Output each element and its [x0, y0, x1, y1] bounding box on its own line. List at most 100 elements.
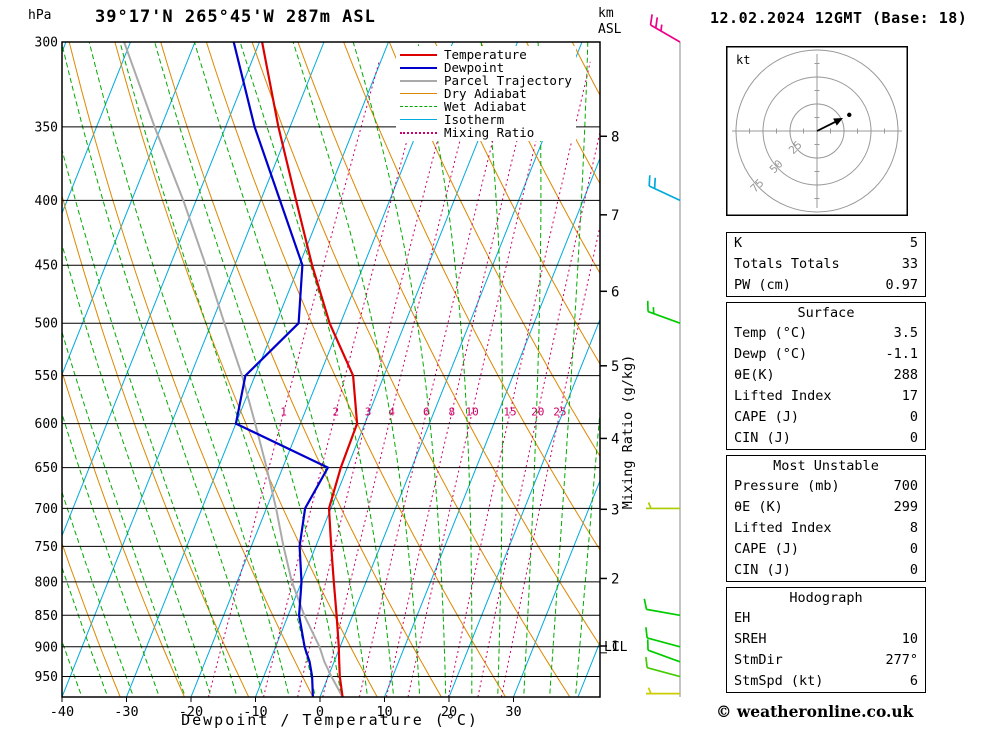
table-row-label: StmDir [734, 652, 783, 668]
temperature-tick-label: 30 [505, 704, 521, 720]
table-row-label: CAPE (J) [734, 541, 800, 557]
table-row-label: EH [734, 610, 751, 626]
plot-frame [61, 41, 601, 698]
hodograph-table: Hodograph EH SREH 10 StmDir 277° StmSpd (kt) 6 [726, 587, 926, 693]
copyright-link[interactable]: © weatheronline.co.uk [716, 702, 914, 721]
mixing-ratio-label: 1 [280, 406, 287, 419]
legend-item: Isotherm [400, 112, 572, 127]
table-row: CAPE (J) 0 [727, 539, 925, 560]
legend-label: Parcel Trajectory [444, 73, 572, 88]
km-tick-label: 2 [611, 571, 619, 587]
table-row-value: 0 [909, 562, 918, 578]
hodograph-unit-label: kt [736, 53, 750, 67]
table-row-value: 5 [909, 235, 918, 251]
legend-item: Parcel Trajectory [400, 73, 572, 88]
table-row-value: 288 [893, 367, 918, 383]
table-row-value: 277° [885, 652, 918, 668]
station-title: 39°17'N 265°45'W 287m ASL [95, 7, 376, 27]
mixing-ratio-axis-label: Mixing Ratio (g/kg) [620, 354, 636, 510]
table-row: Totals Totals 33 [727, 254, 925, 275]
km-tick-label: 4 [611, 431, 619, 447]
table-row-label: Temp (°C) [734, 325, 808, 341]
legend-item: Temperature [400, 47, 572, 62]
legend-swatch-solid [400, 119, 437, 120]
table-row-value: 0.97 [885, 277, 918, 293]
hodograph-point [847, 112, 852, 118]
pressure-tick-label: 400 [35, 194, 58, 209]
mixing-ratio-value-labels: 1 2 3 4 6 8 10 15 20 25 [280, 406, 566, 419]
pressure-tick-label: 500 [35, 317, 58, 332]
table-row-label: CIN (J) [734, 430, 791, 446]
pressure-tick-label: 600 [35, 417, 58, 432]
wind-barb [646, 608, 681, 617]
pressure-tick-label: 700 [35, 502, 58, 517]
pressure-tick-label: 750 [35, 540, 58, 555]
table-row: StmDir 277° [727, 650, 925, 671]
legend-label: Mixing Ratio [444, 125, 535, 140]
wind-barb [646, 637, 681, 648]
table-row: Lifted Index 17 [727, 386, 925, 407]
table-row: CIN (J) 0 [727, 560, 925, 581]
legend-item: Wet Adiabat [400, 99, 572, 114]
wet-adiabat-lines [62, 42, 600, 694]
table-row: CAPE (J) 0 [727, 407, 925, 428]
wind-barb-column [643, 14, 681, 697]
table-row-label: θE(K) [734, 367, 775, 383]
mixing-ratio-label: 25 [553, 406, 566, 419]
temperature-tick-label: 0 [316, 704, 324, 720]
km-tick-label: 1 [611, 639, 619, 655]
table-row-value: 6 [909, 673, 918, 689]
table-row-value: 700 [893, 478, 918, 494]
hodograph-table-header: Hodograph [789, 590, 863, 606]
indices-table: K 5 Totals Totals 33 PW (cm) 0.97 [726, 232, 926, 297]
legend-label: Isotherm [444, 112, 505, 127]
mixing-ratio-label: 10 [465, 406, 478, 419]
table-row: Lifted Index 8 [727, 518, 925, 539]
table-row-label: Dewp (°C) [734, 346, 808, 362]
table-row: CIN (J) 0 [727, 428, 925, 449]
wind-barb [646, 666, 681, 678]
temperature-tick-label: 10 [376, 704, 392, 720]
legend-swatch-solid [400, 93, 437, 94]
km-tick-label: 6 [611, 284, 619, 300]
pressure-tick-label: 950 [35, 670, 58, 685]
legend-item: Mixing Ratio [400, 125, 572, 140]
wind-barb [647, 649, 681, 663]
mixing-ratio-label: 3 [365, 406, 372, 419]
pressure-tick-label: 300 [35, 36, 58, 51]
pressure-axis-labels: 300 350 400 450 500 550 600 650 700 750 800 850 900 9… [35, 36, 58, 686]
pressure-tick-label: 650 [35, 461, 58, 476]
table-row-value: 299 [893, 499, 918, 515]
parcel-curve [123, 42, 344, 697]
temperature-tick-label: -20 [179, 704, 203, 720]
mixing-ratio-label: 20 [531, 406, 544, 419]
table-row-value: 8 [909, 520, 918, 536]
legend-swatch-solid [400, 53, 437, 56]
table-row-value: 33 [901, 256, 918, 272]
mixing-ratio-label: 6 [423, 406, 430, 419]
km-tick-label: 3 [611, 502, 619, 518]
table-row-label: Lifted Index [734, 520, 832, 536]
pressure-tick-label: 550 [35, 369, 58, 384]
km-tick-label: 8 [611, 129, 619, 145]
pressure-tick-label: 850 [35, 609, 58, 624]
dewpoint-curve [232, 42, 330, 697]
temperature-tick-label: -10 [243, 704, 267, 720]
table-row-label: SREH [734, 631, 767, 647]
lcl-label: LCL [604, 640, 628, 655]
pressure-unit-label: hPa [28, 8, 52, 23]
mixing-ratio-label: 4 [388, 406, 395, 419]
x-axis-label: Dewpoint / Temperature (°C) [181, 711, 479, 729]
table-row: Pressure (mb) 700 [727, 476, 925, 497]
run-datetime: 12.02.2024 12GMT (Base: 18) [710, 9, 968, 27]
table-row-label: StmSpd (kt) [734, 673, 824, 689]
table-row: Dewp (°C) -1.1 [727, 344, 925, 365]
pressure-tick-label: 450 [35, 259, 58, 274]
table-row-value: 0 [909, 409, 918, 425]
table-row-value: 3.5 [893, 325, 918, 341]
legend-swatch-dashed [400, 106, 437, 107]
surface-table-header: Surface [797, 305, 855, 321]
pressure-gridlines [62, 41, 600, 678]
